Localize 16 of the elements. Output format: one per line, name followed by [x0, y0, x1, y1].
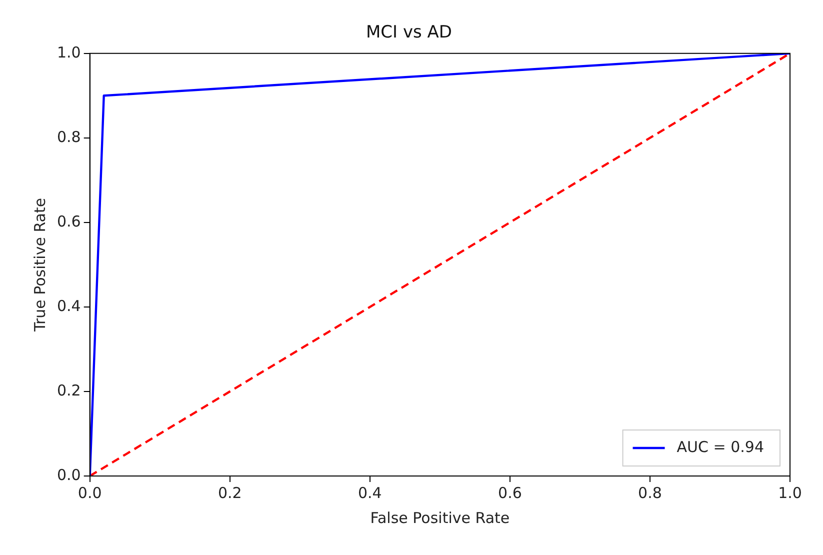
y-tick-label: 0.0 — [56, 466, 81, 484]
y-tick-label: 0.6 — [56, 212, 81, 230]
x-tick-label: 0.8 — [638, 484, 662, 502]
y-tick-label: 0.2 — [56, 381, 81, 400]
legend-label: AUC = 0.94 — [676, 438, 764, 456]
y-tick-label: 0.8 — [56, 128, 81, 146]
y-axis-title: True Positive Rate — [30, 198, 49, 333]
x-tick-label: 0.0 — [78, 484, 102, 502]
y-tick-label: 0.4 — [56, 296, 81, 315]
x-tick-label: 0.4 — [358, 484, 382, 502]
x-axis-title: False Positive Rate — [370, 508, 510, 527]
x-tick-label: 1.0 — [778, 484, 802, 502]
x-tick-label: 0.6 — [498, 484, 522, 502]
chart-title: MCI vs AD — [366, 22, 452, 43]
y-tick-label: 1.0 — [56, 43, 81, 62]
x-tick-label: 0.2 — [218, 484, 242, 502]
